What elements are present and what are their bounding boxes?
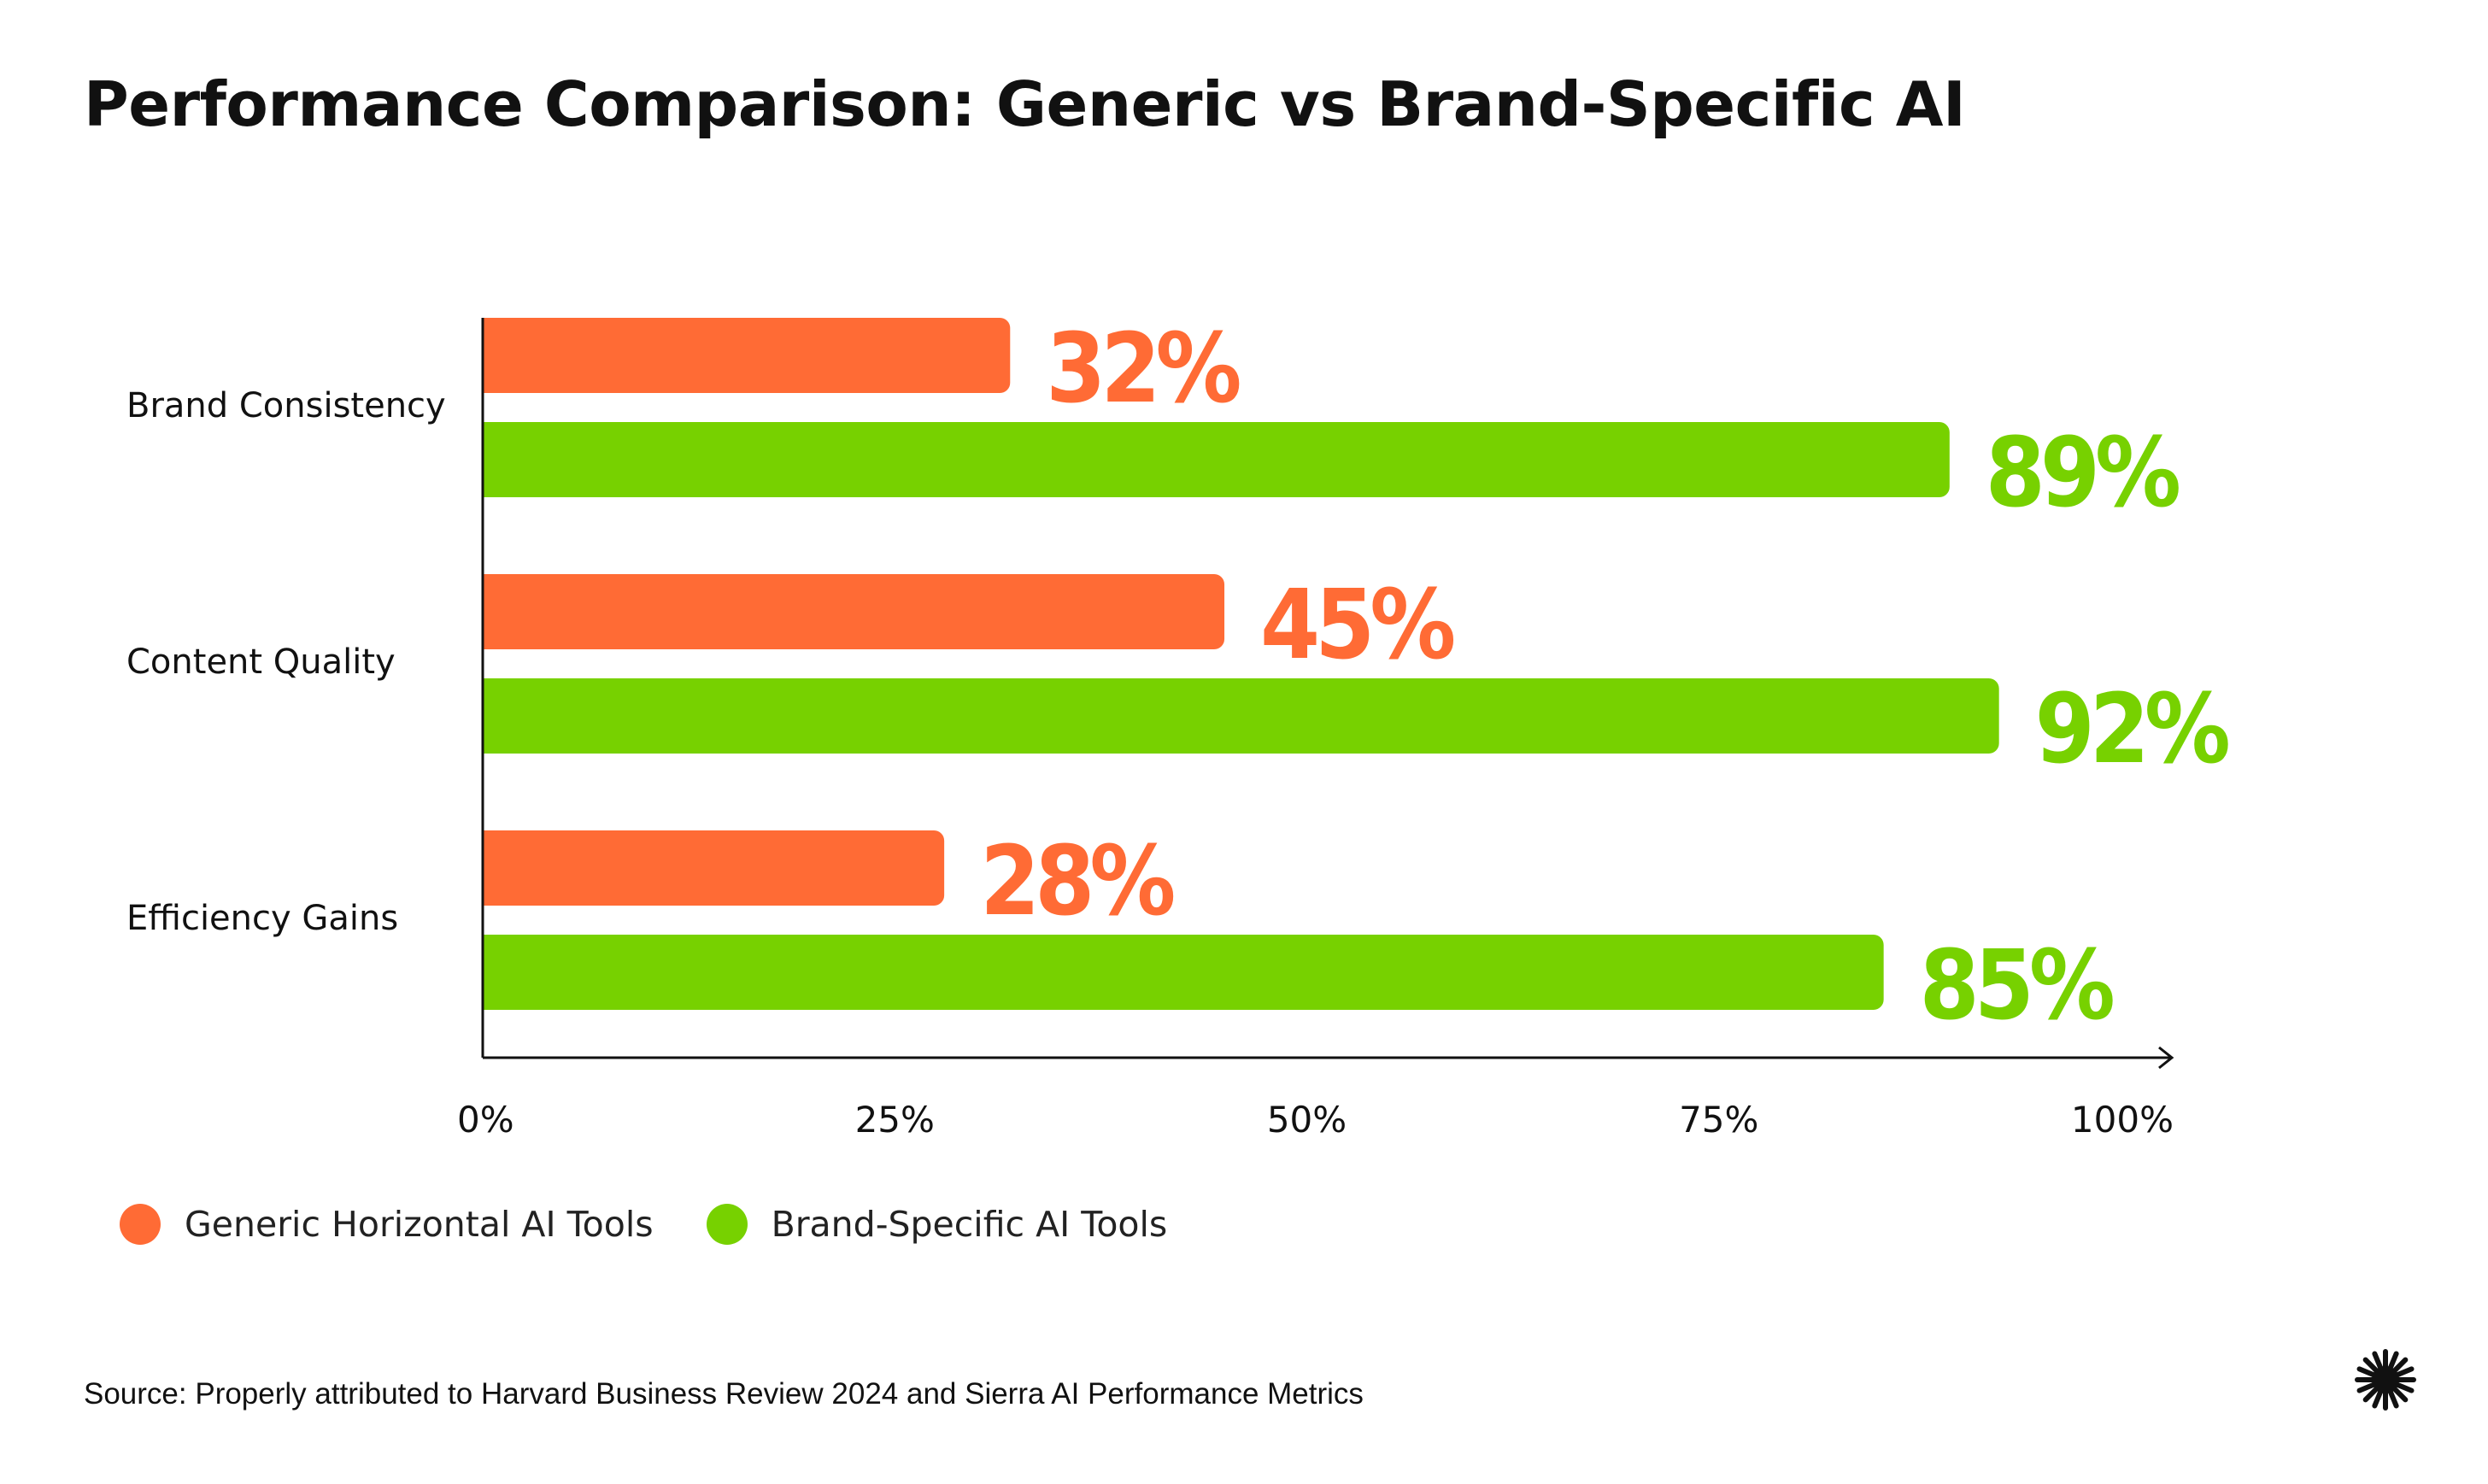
value-label-content-quality-generic: 45% xyxy=(1260,570,1453,681)
legend-item-brand-specific: Brand-Specific AI Tools xyxy=(706,1204,1168,1245)
category-label-brand-consistency: Brand Consistency xyxy=(126,386,446,425)
bar-base-content-quality-brand-specific xyxy=(483,678,495,754)
x-tick-labels: 0% 25% 50% 75% 100% xyxy=(457,1099,2174,1141)
x-axis-arrow xyxy=(2158,1046,2174,1070)
bar-base-content-quality-generic xyxy=(483,574,495,649)
bar-brand-consistency-generic xyxy=(483,318,1011,393)
legend-label-generic: Generic Horizontal AI Tools xyxy=(185,1204,654,1245)
category-label-efficiency-gains: Efficiency Gains xyxy=(126,899,398,938)
legend-label-brand-specific: Brand-Specific AI Tools xyxy=(771,1204,1168,1245)
x-tick-label-0: 0% xyxy=(457,1099,514,1141)
bar-brand-consistency-brand-specific xyxy=(483,422,1950,497)
bars-layer xyxy=(483,318,1999,1010)
value-label-content-quality-brand-specific: 92% xyxy=(2035,674,2228,785)
source-note: Source: Properly attributed to Harvard B… xyxy=(84,1377,1364,1411)
bar-content-quality-brand-specific xyxy=(483,678,1999,754)
legend-swatch-generic xyxy=(120,1204,161,1245)
bar-base-efficiency-gains-brand-specific xyxy=(483,935,495,1010)
x-tick-label-100: 100% xyxy=(2071,1099,2174,1141)
bar-base-brand-consistency-generic xyxy=(483,318,495,393)
legend-item-generic: Generic Horizontal AI Tools xyxy=(120,1204,654,1245)
legend: Generic Horizontal AI Tools Brand-Specif… xyxy=(120,1200,1167,1248)
legend-swatch-brand-specific xyxy=(706,1204,748,1245)
asterisk-burst-icon xyxy=(2355,1349,2416,1411)
bar-efficiency-gains-brand-specific xyxy=(483,935,1884,1010)
value-label-brand-consistency-brand-specific: 89% xyxy=(1986,418,2179,529)
labels-layer: Brand Consistency 32% 89% Content Quality 45… xyxy=(126,314,2233,1041)
value-label-efficiency-gains-brand-specific: 85% xyxy=(1920,930,2113,1041)
x-tick-label-75: 75% xyxy=(1679,1099,1758,1141)
bar-content-quality-generic xyxy=(483,574,1225,649)
category-label-content-quality: Content Quality xyxy=(126,642,396,682)
chart-title: Performance Comparison: Generic vs Brand… xyxy=(84,68,1966,140)
bar-base-efficiency-gains-generic xyxy=(483,830,495,906)
value-label-brand-consistency-generic: 32% xyxy=(1046,314,1239,425)
bar-efficiency-gains-generic xyxy=(483,830,945,906)
bar-base-brand-consistency-brand-specific xyxy=(483,422,495,497)
x-tick-label-50: 50% xyxy=(1267,1099,1347,1141)
value-label-efficiency-gains-generic: 28% xyxy=(980,826,1173,937)
x-tick-label-25: 25% xyxy=(855,1099,935,1141)
